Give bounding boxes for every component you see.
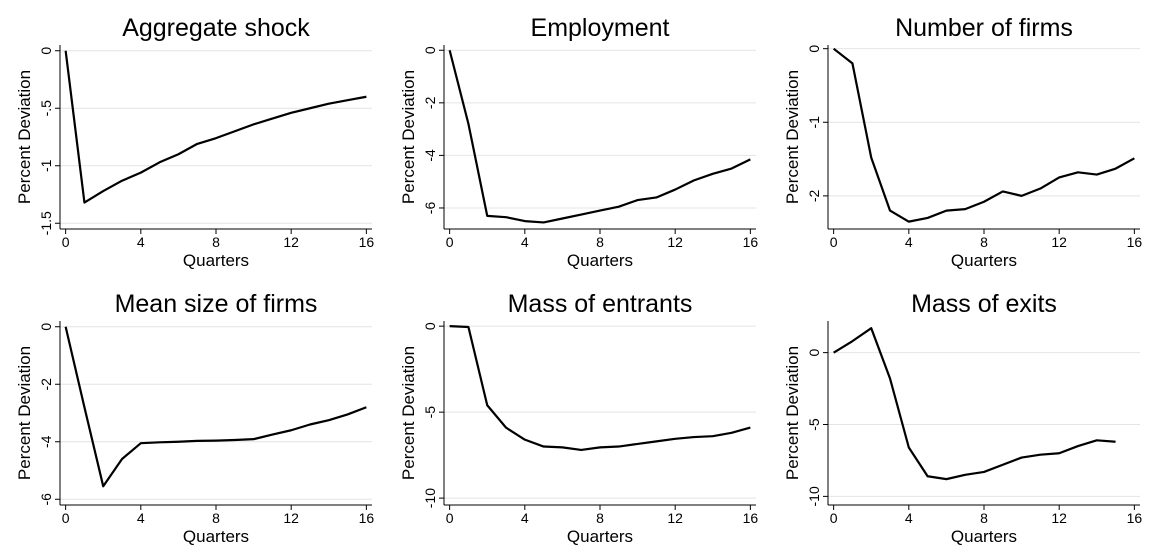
x-tick-label: 4 — [521, 510, 529, 526]
y-tick-label: -.5 — [38, 100, 54, 117]
x-tick-label: 12 — [1051, 234, 1067, 250]
panel: Mass of entrants 0 -5 -10 0 4 8 12 16 Quarters Per… — [399, 290, 758, 546]
y-tick-label: -1.5 — [38, 211, 54, 235]
x-tick-label: 0 — [830, 510, 838, 526]
x-tick-label: 8 — [980, 234, 988, 250]
y-tick-label: -6 — [422, 202, 438, 215]
x-tick-label: 0 — [446, 510, 454, 526]
y-tick-label: -5 — [806, 418, 822, 431]
line — [64, 326, 367, 488]
x-tick-label: 8 — [212, 510, 220, 526]
x-tick-label: 8 — [596, 510, 604, 526]
y-tick-label: -4 — [38, 435, 54, 448]
line — [832, 47, 1135, 223]
x-tick-label: 16 — [743, 234, 759, 250]
y-tick-label: 0 — [422, 322, 438, 330]
x-tick-label: 4 — [137, 510, 145, 526]
x-tick-label: 16 — [359, 234, 375, 250]
panel: Employment 0 -2 -4 -6 0 4 8 12 16 Quarters Percent … — [399, 14, 758, 270]
y-tick-label: 0 — [38, 47, 54, 55]
y-axis-label: Percent Deviation — [15, 346, 34, 480]
panel: Aggregate shock 0 -.5 -1 -1.5 0 4 8 12 16 Quarters… — [15, 14, 374, 270]
x-tick-label: 16 — [1127, 234, 1143, 250]
line — [64, 50, 367, 204]
x-tick-label: 4 — [905, 510, 913, 526]
x-tick-label: 0 — [446, 234, 454, 250]
x-axis-label: Quarters — [951, 251, 1017, 270]
panel: Mean size of firms 0 -2 -4 -6 0 4 8 12 16 Quarters… — [15, 290, 374, 546]
y-axis-label: Percent Deviation — [399, 346, 418, 480]
x-tick-label: 12 — [667, 510, 683, 526]
chart-title: Mean size of firms — [115, 290, 318, 318]
y-axis-label: Percent Deviation — [783, 346, 802, 480]
x-tick-label: 16 — [743, 510, 759, 526]
y-axis-label: Percent Deviation — [783, 70, 802, 204]
y-tick-label: -6 — [38, 493, 54, 506]
y-tick-label: 0 — [806, 45, 822, 53]
x-tick-label: 4 — [521, 234, 529, 250]
y-tick-label: -2 — [422, 96, 438, 109]
x-axis-label: Quarters — [567, 527, 633, 546]
panel: Number of firms 0 -1 -2 0 4 8 12 16 Quarters Perce… — [783, 14, 1142, 270]
y-tick-label: -10 — [422, 488, 438, 508]
y-axis-label: Percent Deviation — [15, 70, 34, 204]
y-tick-label: 0 — [422, 46, 438, 54]
x-axis-label: Quarters — [183, 527, 249, 546]
x-tick-label: 4 — [905, 234, 913, 250]
y-tick-label: -4 — [422, 149, 438, 162]
x-axis-label: Quarters — [951, 527, 1017, 546]
x-axis-label: Quarters — [567, 251, 633, 270]
y-tick-label: -2 — [38, 378, 54, 391]
x-tick-label: 16 — [359, 510, 375, 526]
y-tick-label: 0 — [806, 349, 822, 357]
x-tick-label: 12 — [283, 510, 299, 526]
y-tick-label: -10 — [806, 486, 822, 506]
x-tick-label: 4 — [137, 234, 145, 250]
y-tick-label: -5 — [422, 406, 438, 419]
chart-title: Mass of exits — [911, 290, 1057, 318]
y-axis-label: Percent Deviation — [399, 70, 418, 204]
x-tick-label: 12 — [1051, 510, 1067, 526]
x-tick-label: 8 — [980, 510, 988, 526]
x-tick-label: 8 — [212, 234, 220, 250]
y-tick-label: -2 — [806, 189, 822, 202]
chart-title: Aggregate shock — [122, 14, 310, 42]
y-tick-label: -1 — [38, 159, 54, 172]
panel: Mass of exits 0 -5 -10 0 4 8 12 16 Quarters Percen… — [783, 290, 1142, 546]
line — [448, 49, 751, 224]
chart-title: Number of firms — [895, 14, 1073, 42]
line — [449, 325, 751, 452]
x-tick-label: 0 — [830, 234, 838, 250]
x-tick-label: 12 — [667, 234, 683, 250]
x-axis-label: Quarters — [183, 251, 249, 270]
x-tick-label: 0 — [62, 510, 70, 526]
x-tick-label: 0 — [62, 234, 70, 250]
y-tick-label: 0 — [38, 323, 54, 331]
line — [833, 327, 1116, 481]
chart-title: Employment — [531, 14, 670, 42]
x-tick-label: 12 — [283, 234, 299, 250]
x-tick-label: 8 — [596, 234, 604, 250]
x-tick-label: 16 — [1127, 510, 1143, 526]
chart-title: Mass of entrants — [508, 290, 693, 318]
y-tick-label: -1 — [806, 116, 822, 129]
